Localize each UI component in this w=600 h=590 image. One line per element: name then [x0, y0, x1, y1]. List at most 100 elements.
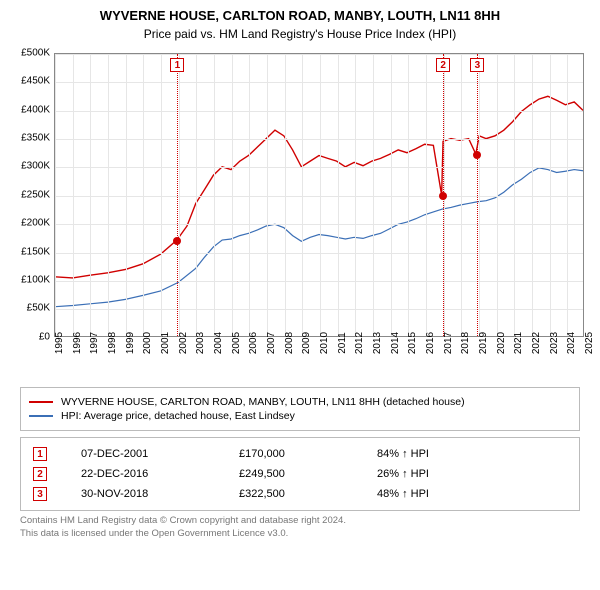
x-tick-label: 2011: [337, 332, 348, 354]
sale-row: 330-NOV-2018£322,50048% ↑ HPI: [29, 484, 571, 504]
legend-item: WYVERNE HOUSE, CARLTON ROAD, MANBY, LOUT…: [29, 396, 571, 408]
y-tick-label: £400K: [10, 104, 50, 115]
sale-marker-line: [477, 54, 478, 336]
sale-marker-line: [177, 54, 178, 336]
gridline-v: [249, 54, 250, 336]
y-tick-label: £450K: [10, 76, 50, 87]
gridline-v: [373, 54, 374, 336]
x-tick-label: 2015: [407, 332, 418, 354]
y-tick-label: £100K: [10, 275, 50, 286]
footer: Contains HM Land Registry data © Crown c…: [20, 515, 580, 541]
gridline-v: [532, 54, 533, 336]
x-tick-label: 1995: [54, 332, 65, 354]
gridline-v: [161, 54, 162, 336]
y-tick-label: £150K: [10, 246, 50, 257]
chart-subtitle: Price paid vs. HM Land Registry's House …: [10, 27, 590, 41]
x-tick-label: 2024: [566, 332, 577, 354]
legend-swatch: [29, 415, 53, 417]
sale-marker-dot: [473, 151, 481, 159]
y-tick-label: £500K: [10, 47, 50, 58]
gridline-v: [196, 54, 197, 336]
x-tick-label: 2019: [478, 332, 489, 354]
y-tick-label: £0: [10, 331, 50, 342]
gridline-v: [143, 54, 144, 336]
sale-date: 30-NOV-2018: [77, 484, 235, 504]
gridline-v: [550, 54, 551, 336]
x-tick-label: 2025: [584, 332, 595, 354]
gridline-v: [267, 54, 268, 336]
sale-marker-box: 3: [470, 58, 484, 72]
x-tick-label: 2004: [213, 332, 224, 354]
sale-marker-dot: [173, 237, 181, 245]
sale-marker-box: 2: [436, 58, 450, 72]
x-tick-label: 1996: [72, 332, 83, 354]
sale-date: 07-DEC-2001: [77, 444, 235, 464]
footer-line-1: Contains HM Land Registry data © Crown c…: [20, 515, 580, 528]
gridline-h: [55, 82, 583, 83]
x-tick-label: 2016: [425, 332, 436, 354]
y-tick-label: £350K: [10, 133, 50, 144]
gridline-v: [302, 54, 303, 336]
gridline-v: [479, 54, 480, 336]
y-tick-label: £200K: [10, 218, 50, 229]
y-tick-label: £250K: [10, 189, 50, 200]
gridline-v: [408, 54, 409, 336]
gridline-v: [55, 54, 56, 336]
gridline-h: [55, 253, 583, 254]
gridline-v: [232, 54, 233, 336]
sale-pct: 84% ↑ HPI: [373, 444, 571, 464]
y-tick-label: £50K: [10, 303, 50, 314]
legend-label: HPI: Average price, detached house, East…: [61, 410, 295, 422]
gridline-h: [55, 309, 583, 310]
x-tick-label: 2002: [178, 332, 189, 354]
sale-price: £249,500: [235, 464, 373, 484]
sale-index-box: 2: [33, 467, 47, 481]
gridline-v: [567, 54, 568, 336]
x-tick-label: 2018: [460, 332, 471, 354]
sale-pct: 48% ↑ HPI: [373, 484, 571, 504]
gridline-h: [55, 224, 583, 225]
gridline-v: [338, 54, 339, 336]
gridline-h: [55, 54, 583, 55]
sales-tbody: 107-DEC-2001£170,00084% ↑ HPI 2 22-DEC-201…: [29, 444, 571, 504]
gridline-h: [55, 167, 583, 168]
sale-row: 2 22-DEC-2016£249,50026% ↑ HPI: [29, 464, 571, 484]
plot-area: 1 2 3: [54, 53, 584, 337]
x-tick-label: 1997: [89, 332, 100, 354]
chart-title: WYVERNE HOUSE, CARLTON ROAD, MANBY, LOUT…: [10, 8, 590, 25]
gridline-v: [497, 54, 498, 336]
gridline-h: [55, 196, 583, 197]
gridline-v: [355, 54, 356, 336]
gridline-v: [320, 54, 321, 336]
sale-pct: 26% ↑ HPI: [373, 464, 571, 484]
gridline-v: [214, 54, 215, 336]
chart: 1 2 3 £0 £50K £100K £150K £200K £250K £300K £350K…: [10, 47, 590, 377]
series-hpi: [55, 168, 583, 307]
sale-marker-box: 1: [170, 58, 184, 72]
series-property: [55, 96, 583, 278]
x-tick-label: 2020: [496, 332, 507, 354]
gridline-h: [55, 139, 583, 140]
x-tick-label: 2022: [531, 332, 542, 354]
sale-row: 107-DEC-2001£170,00084% ↑ HPI: [29, 444, 571, 464]
footer-line-2: This data is licensed under the Open Gov…: [20, 528, 580, 541]
gridline-v: [179, 54, 180, 336]
x-tick-label: 2003: [195, 332, 206, 354]
gridline-v: [391, 54, 392, 336]
gridline-v: [514, 54, 515, 336]
sale-index-box: 3: [33, 487, 47, 501]
sale-marker-dot: [439, 192, 447, 200]
y-tick-label: £300K: [10, 161, 50, 172]
legend: WYVERNE HOUSE, CARLTON ROAD, MANBY, LOUT…: [20, 387, 580, 431]
sale-date: 22-DEC-2016: [77, 464, 235, 484]
x-tick-label: 2023: [549, 332, 560, 354]
gridline-v: [461, 54, 462, 336]
sale-price: £170,000: [235, 444, 373, 464]
legend-swatch: [29, 401, 53, 403]
legend-label: WYVERNE HOUSE, CARLTON ROAD, MANBY, LOUT…: [61, 396, 465, 408]
gridline-v: [126, 54, 127, 336]
x-tick-label: 2012: [354, 332, 365, 354]
x-tick-label: 2001: [160, 332, 171, 354]
gridline-v: [108, 54, 109, 336]
x-tick-label: 2010: [319, 332, 330, 354]
